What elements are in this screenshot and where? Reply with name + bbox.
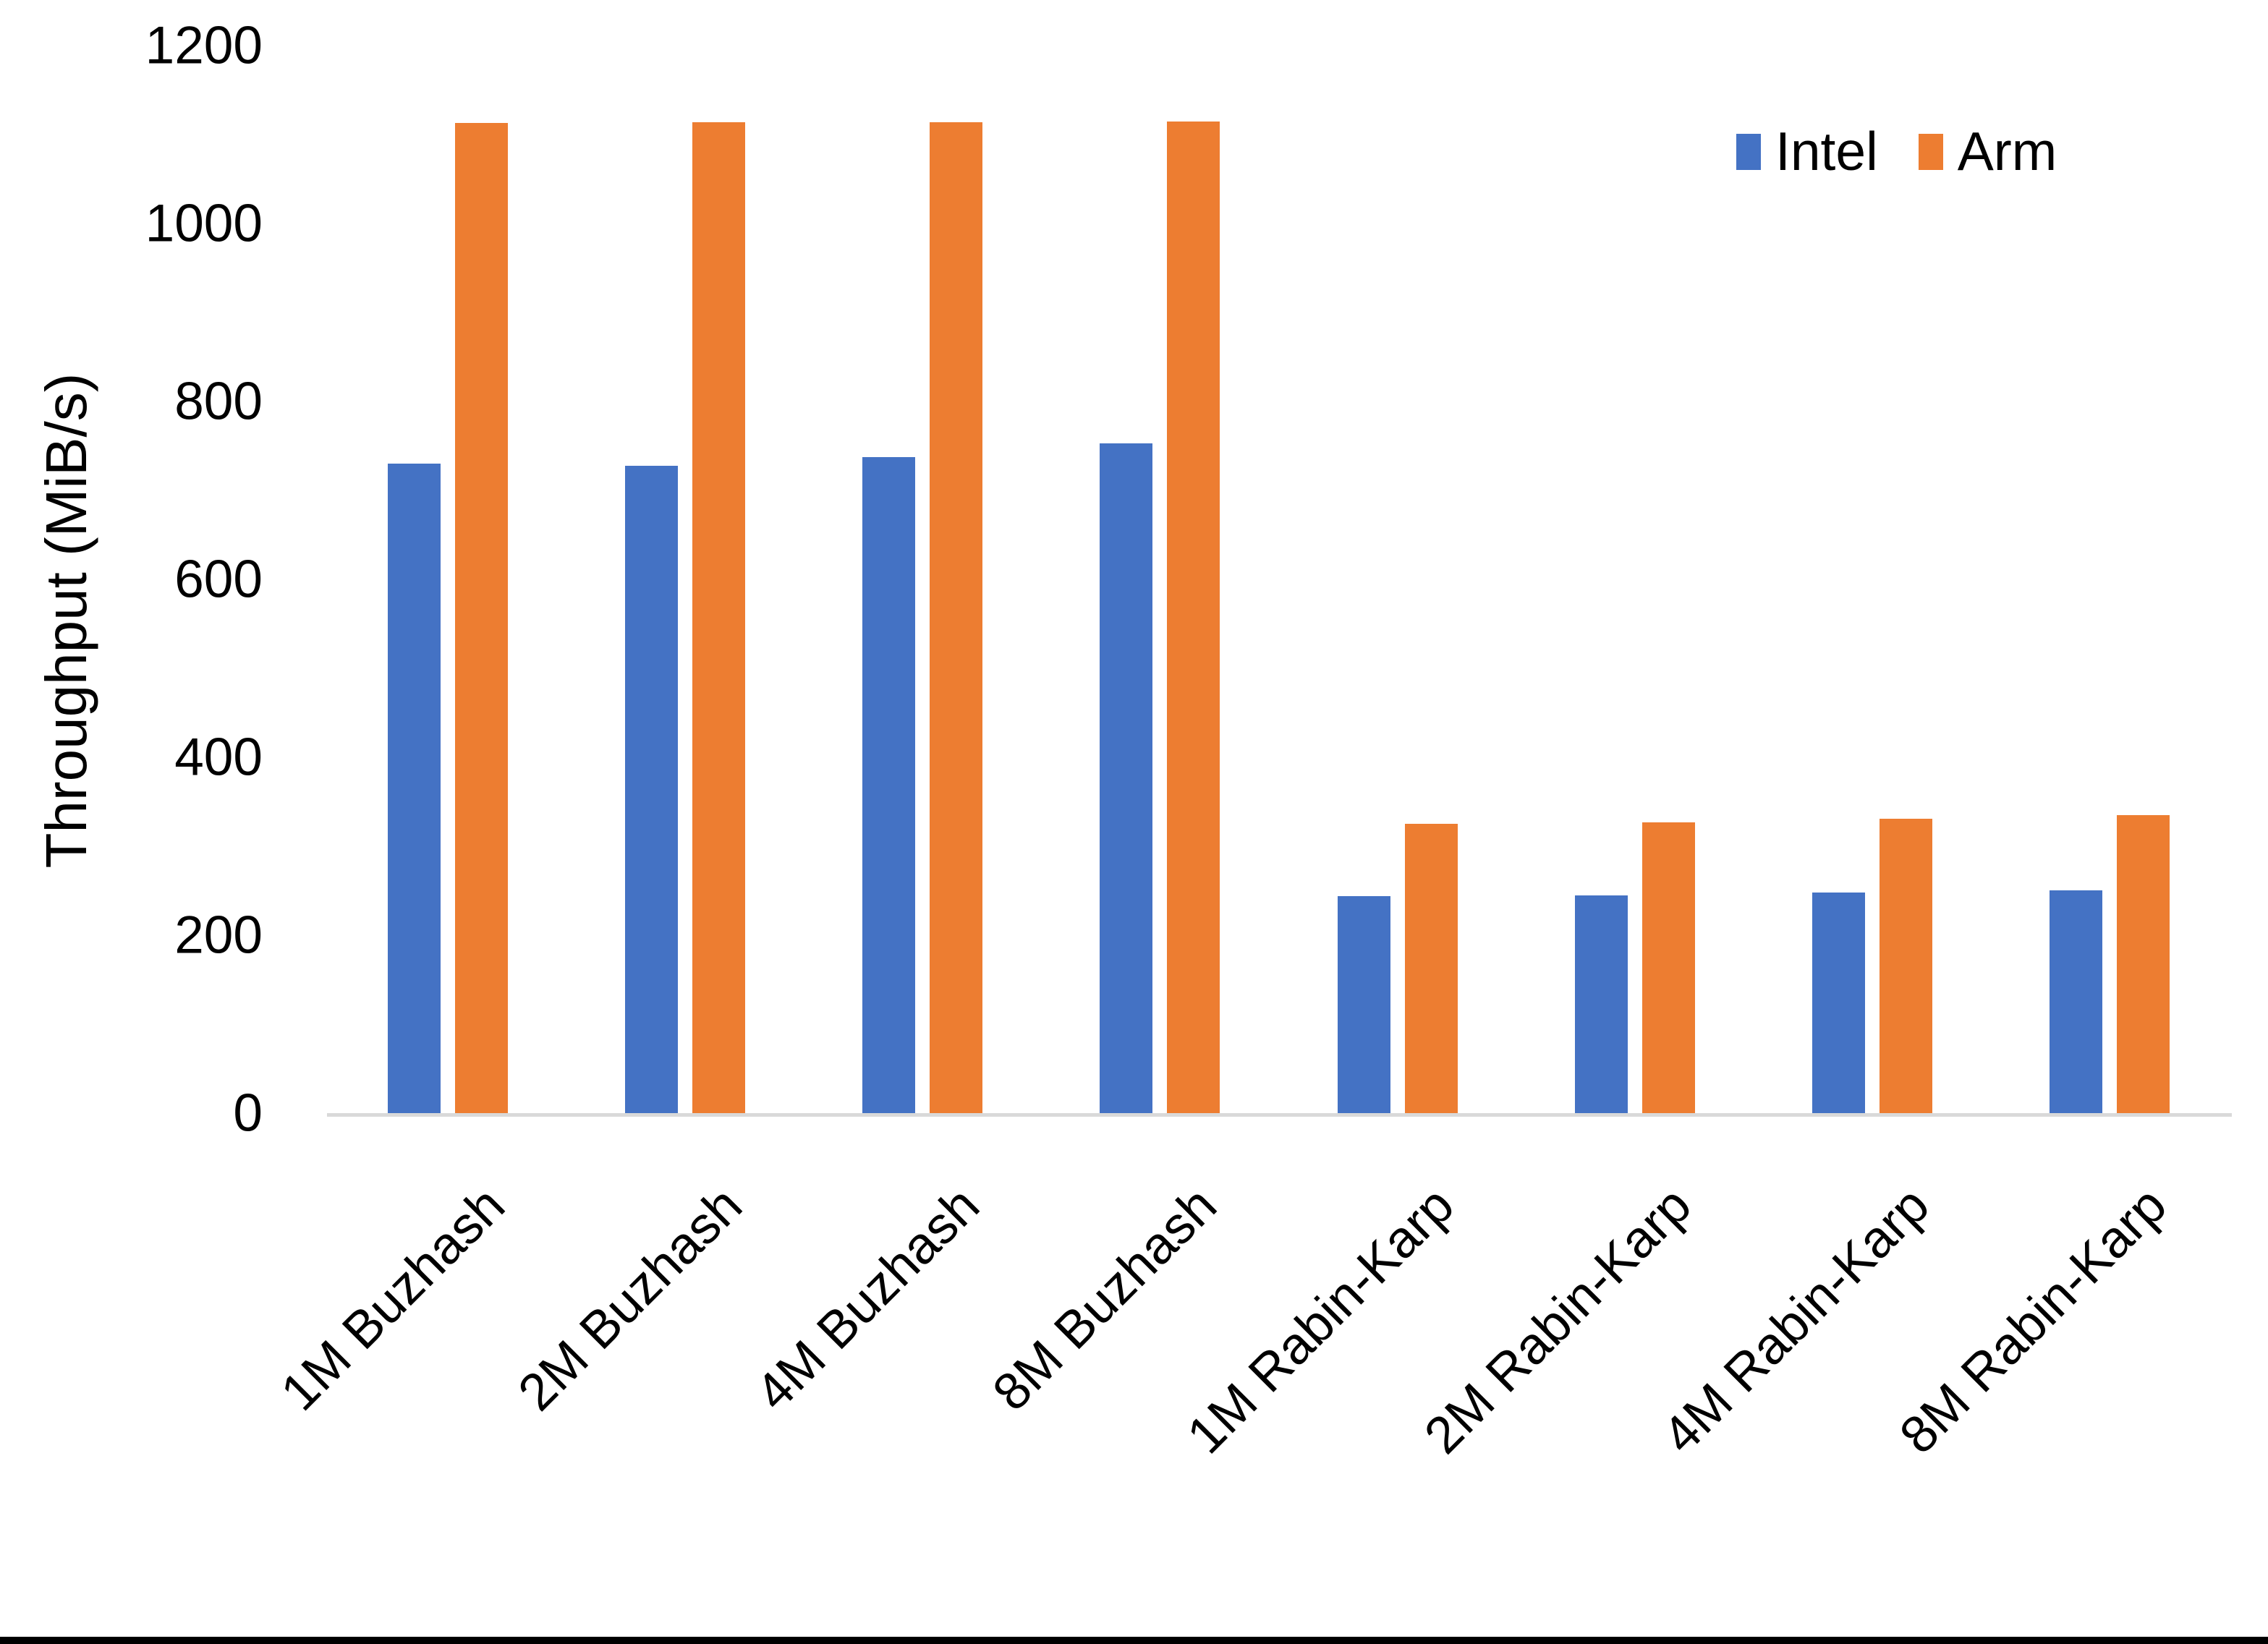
y-tick-label-0: 0 [233,1083,263,1143]
legend-item-intel: Intel [1736,124,1878,179]
x-category-label-2m-buzhash: 2M Buzhash [507,1176,753,1422]
bar-intel-2m-buzhash [625,466,678,1113]
bar-intel-2m-rabin-karp [1575,895,1628,1113]
bar-intel-1m-rabin-karp [1338,896,1390,1113]
bar-arm-4m-buzhash [930,122,982,1113]
bar-arm-1m-buzhash [455,123,508,1113]
y-tick-label-600: 600 [174,550,263,609]
legend-label-intel: Intel [1775,121,1878,182]
y-tick-label-400: 400 [174,728,263,787]
bar-intel-4m-buzhash [862,457,915,1113]
y-tick-label-1200: 1200 [145,16,263,75]
legend-swatch-arm [1918,133,1943,170]
bar-arm-2m-buzhash [692,122,745,1113]
bar-arm-8m-rabin-karp [2117,815,2170,1113]
bar-arm-1m-rabin-karp [1405,824,1458,1113]
legend: Intel Arm [1736,124,2057,179]
y-axis-title: Throughput (MiB/s) [34,372,98,869]
bar-arm-8m-buzhash [1167,122,1220,1113]
x-category-label-4m-buzhash: 4M Buzhash [744,1176,991,1422]
bar-intel-8m-rabin-karp [2050,890,2102,1113]
bar-intel-1m-buzhash [388,464,441,1113]
legend-label-arm: Arm [1957,121,2057,182]
y-tick-label-800: 800 [174,372,263,431]
bar-arm-4m-rabin-karp [1880,819,1932,1113]
y-tick-label-1000: 1000 [145,194,263,253]
bottom-border-strip [0,1637,2268,1644]
x-category-label-8m-buzhash: 8M Buzhash [982,1176,1228,1422]
y-tick-label-200: 200 [174,906,263,965]
bar-intel-4m-rabin-karp [1812,893,1865,1113]
legend-swatch-intel [1736,133,1761,170]
bar-arm-2m-rabin-karp [1642,822,1695,1113]
x-category-label-1m-buzhash: 1M Buzhash [270,1176,516,1422]
legend-item-arm: Arm [1918,121,2057,182]
bar-intel-8m-buzhash [1100,443,1152,1113]
x-axis-line [327,1113,2232,1117]
